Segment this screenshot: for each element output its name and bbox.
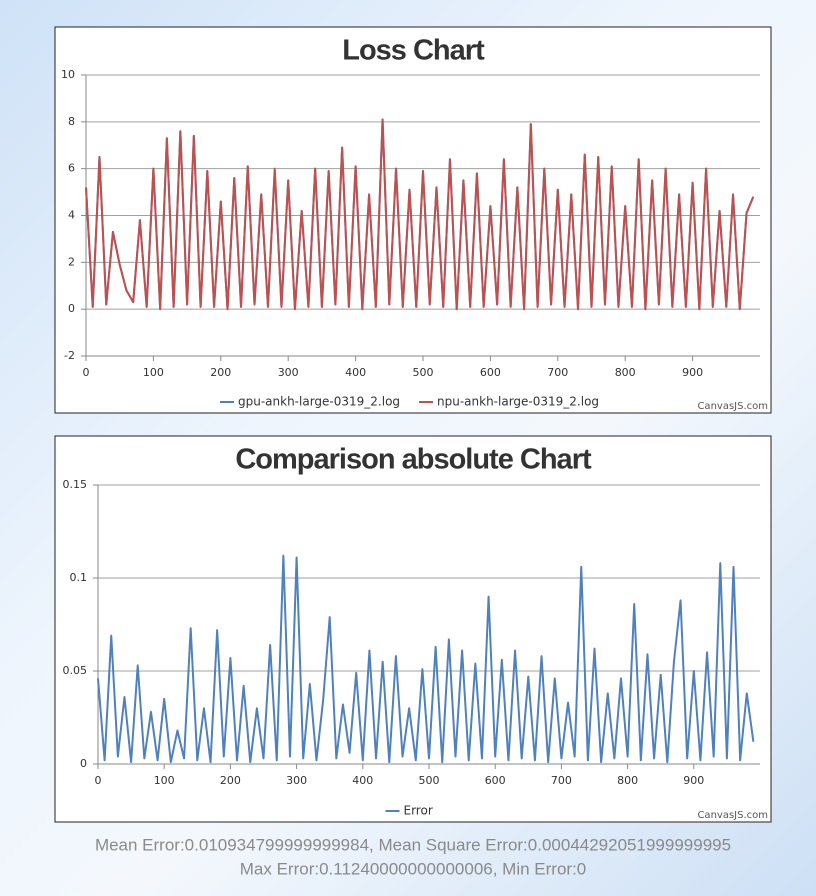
y-tick-label: 0.1 <box>70 571 88 584</box>
y-tick-label: 10 <box>61 68 75 81</box>
x-tick-label: 800 <box>617 774 638 787</box>
y-tick-label: 6 <box>68 162 75 175</box>
legend-label: Error <box>404 804 433 818</box>
x-tick-label: 400 <box>345 366 366 379</box>
x-tick-label: 600 <box>485 774 506 787</box>
y-tick-label: 2 <box>68 255 75 268</box>
x-tick-label: 700 <box>547 366 568 379</box>
chart-title: Loss Chart <box>342 35 485 67</box>
chart-frame <box>54 26 772 414</box>
series-line <box>85 118 755 311</box>
y-tick-label: 0 <box>80 757 87 770</box>
credit: CanvasJS.com <box>697 810 768 821</box>
x-tick-label: 0 <box>83 366 90 379</box>
footer-stats: Mean Error:0.010934799999999984, Mean Sq… <box>95 835 731 854</box>
y-tick-label: -2 <box>64 349 75 362</box>
x-tick-label: 500 <box>419 774 440 787</box>
y-tick-label: 0 <box>68 302 75 315</box>
x-tick-label: 900 <box>683 774 704 787</box>
x-tick-label: 800 <box>615 366 636 379</box>
legend-label: gpu-ankh-large-0319_2.log <box>238 395 400 409</box>
legend-label: npu-ankh-large-0319_2.log <box>437 395 599 409</box>
y-tick-label: 0.05 <box>63 664 88 677</box>
y-tick-label: 0.15 <box>63 478 88 491</box>
x-tick-label: 500 <box>413 366 434 379</box>
x-tick-label: 100 <box>154 774 175 787</box>
x-tick-label: 900 <box>682 366 703 379</box>
x-tick-label: 0 <box>95 774 102 787</box>
x-tick-label: 100 <box>143 366 164 379</box>
x-tick-label: 200 <box>210 366 231 379</box>
x-tick-label: 300 <box>286 774 307 787</box>
chart-frame <box>54 435 772 823</box>
credit: CanvasJS.com <box>697 401 768 412</box>
footer-stats: Max Error:0.11240000000000006, Min Error… <box>240 859 587 878</box>
x-tick-label: 300 <box>278 366 299 379</box>
x-tick-label: 600 <box>480 366 501 379</box>
x-tick-label: 200 <box>220 774 241 787</box>
series-line <box>97 554 755 764</box>
x-tick-label: 400 <box>352 774 373 787</box>
y-tick-label: 4 <box>68 209 75 222</box>
chart-title: Comparison absolute Chart <box>235 444 592 476</box>
x-tick-label: 700 <box>551 774 572 787</box>
y-tick-label: 8 <box>68 115 75 128</box>
